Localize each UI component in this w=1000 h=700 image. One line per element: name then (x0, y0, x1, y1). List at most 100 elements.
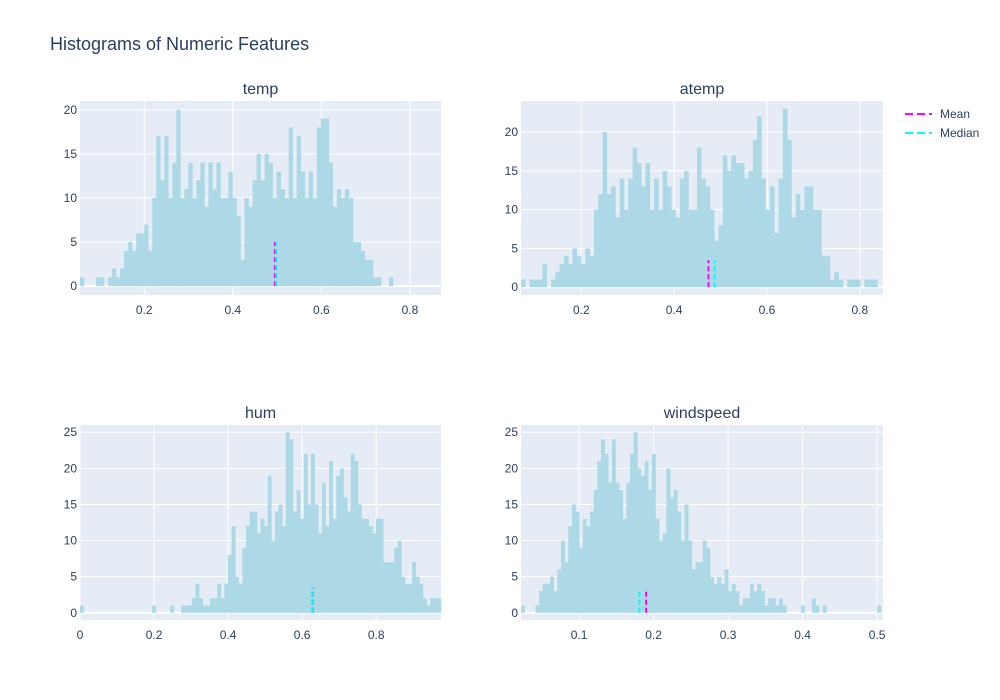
histogram-bar[interactable] (706, 547, 711, 613)
histogram-bar[interactable] (602, 132, 608, 288)
histogram-bar[interactable] (608, 482, 613, 613)
histogram-bar[interactable] (238, 583, 243, 613)
histogram-bar[interactable] (365, 518, 370, 613)
histogram-bar[interactable] (437, 598, 442, 613)
histogram-bar[interactable] (329, 461, 333, 613)
histogram-bar[interactable] (321, 482, 326, 613)
histogram-bar[interactable] (731, 583, 736, 613)
histogram-bar[interactable] (774, 232, 779, 288)
histogram-bar[interactable] (521, 279, 526, 288)
histogram-bar[interactable] (655, 518, 660, 613)
histogram-bar[interactable] (112, 268, 117, 287)
histogram-bar[interactable] (278, 504, 283, 613)
histogram-bar[interactable] (202, 605, 207, 613)
histogram-bar[interactable] (714, 240, 719, 288)
histogram-bar[interactable] (830, 279, 835, 288)
histogram-bar[interactable] (276, 171, 281, 287)
histogram-bar[interactable] (242, 547, 247, 613)
legend-item-median[interactable]: Median (905, 126, 979, 140)
histogram-bar[interactable] (264, 153, 269, 287)
histogram-bar[interactable] (200, 162, 205, 287)
histogram-bar[interactable] (430, 598, 435, 613)
histogram-bar[interactable] (670, 497, 674, 613)
histogram-bar[interactable] (404, 583, 409, 613)
histogram-bar[interactable] (529, 279, 535, 288)
histogram-bar[interactable] (585, 248, 590, 288)
histogram-bar[interactable] (379, 518, 384, 613)
histogram-bar[interactable] (600, 439, 605, 613)
histogram-bar[interactable] (771, 598, 776, 613)
histogram-bar[interactable] (128, 242, 133, 287)
histogram-bar[interactable] (769, 186, 775, 288)
histogram-bar[interactable] (742, 598, 747, 613)
histogram-bar[interactable] (386, 562, 391, 613)
histogram-bar[interactable] (96, 277, 101, 287)
histogram-bar[interactable] (559, 263, 565, 288)
histogram-bar[interactable] (397, 540, 402, 613)
histogram-bar[interactable] (671, 209, 676, 288)
histogram-bar[interactable] (260, 180, 265, 287)
histogram-bar[interactable] (582, 518, 587, 613)
histogram-bar[interactable] (701, 178, 706, 288)
histogram-bar[interactable] (244, 198, 249, 287)
histogram-bar[interactable] (196, 180, 201, 287)
histogram-bar[interactable] (684, 504, 689, 613)
histogram-bar[interactable] (611, 186, 616, 288)
histogram-bar[interactable] (598, 194, 603, 288)
histogram-bar[interactable] (350, 453, 355, 613)
histogram-bar[interactable] (855, 279, 861, 288)
histogram-bar[interactable] (232, 198, 237, 287)
histogram-bar[interactable] (292, 198, 298, 287)
histogram-bar[interactable] (296, 490, 301, 613)
histogram-bar[interactable] (757, 116, 762, 288)
histogram-bar[interactable] (697, 147, 702, 288)
histogram-bar[interactable] (688, 209, 694, 288)
histogram-bar[interactable] (332, 518, 337, 613)
histogram-bar[interactable] (224, 198, 229, 287)
histogram-bar[interactable] (636, 163, 642, 288)
histogram-bar[interactable] (753, 591, 758, 613)
histogram-bar[interactable] (590, 511, 594, 613)
histogram-bar[interactable] (354, 461, 359, 613)
histogram-bar[interactable] (144, 224, 149, 287)
histogram-bar[interactable] (288, 127, 293, 287)
histogram-bar[interactable] (324, 118, 330, 287)
histogram-bar[interactable] (568, 526, 573, 613)
histogram-bar[interactable] (132, 250, 137, 287)
histogram-bar[interactable] (746, 598, 751, 613)
histogram-bar[interactable] (564, 562, 569, 613)
histogram-bar[interactable] (555, 271, 560, 288)
histogram-bar[interactable] (744, 178, 749, 288)
histogram-bar[interactable] (235, 576, 240, 613)
histogram-bar[interactable] (765, 209, 771, 288)
histogram-bar[interactable] (332, 206, 338, 287)
histogram-bar[interactable] (408, 583, 413, 613)
histogram-bar[interactable] (593, 490, 598, 613)
histogram-bar[interactable] (184, 189, 189, 287)
histogram-bar[interactable] (720, 583, 725, 613)
histogram-bar[interactable] (260, 518, 265, 613)
histogram-bar[interactable] (390, 562, 395, 613)
histogram-bar[interactable] (292, 511, 297, 613)
histogram-bar[interactable] (204, 206, 209, 287)
histogram-bar[interactable] (368, 526, 373, 613)
histogram-bar[interactable] (268, 162, 273, 287)
histogram-bar[interactable] (768, 598, 773, 613)
histogram-bar[interactable] (812, 209, 818, 288)
histogram-bar[interactable] (152, 605, 157, 613)
histogram-bar[interactable] (372, 533, 377, 613)
histogram-bar[interactable] (662, 170, 668, 288)
histogram-bar[interactable] (864, 279, 870, 288)
histogram-bar[interactable] (615, 217, 621, 288)
histogram-bar[interactable] (739, 605, 744, 613)
histogram-bar[interactable] (170, 605, 175, 613)
histogram-bar[interactable] (364, 259, 370, 287)
histogram-bar[interactable] (360, 250, 366, 287)
histogram-bar[interactable] (100, 277, 105, 287)
histogram-bar[interactable] (521, 605, 525, 613)
histogram-bar[interactable] (314, 504, 319, 613)
histogram-bar[interactable] (662, 533, 667, 613)
histogram-bar[interactable] (593, 209, 599, 288)
histogram-bar[interactable] (795, 194, 801, 288)
histogram-bar[interactable] (325, 526, 330, 613)
